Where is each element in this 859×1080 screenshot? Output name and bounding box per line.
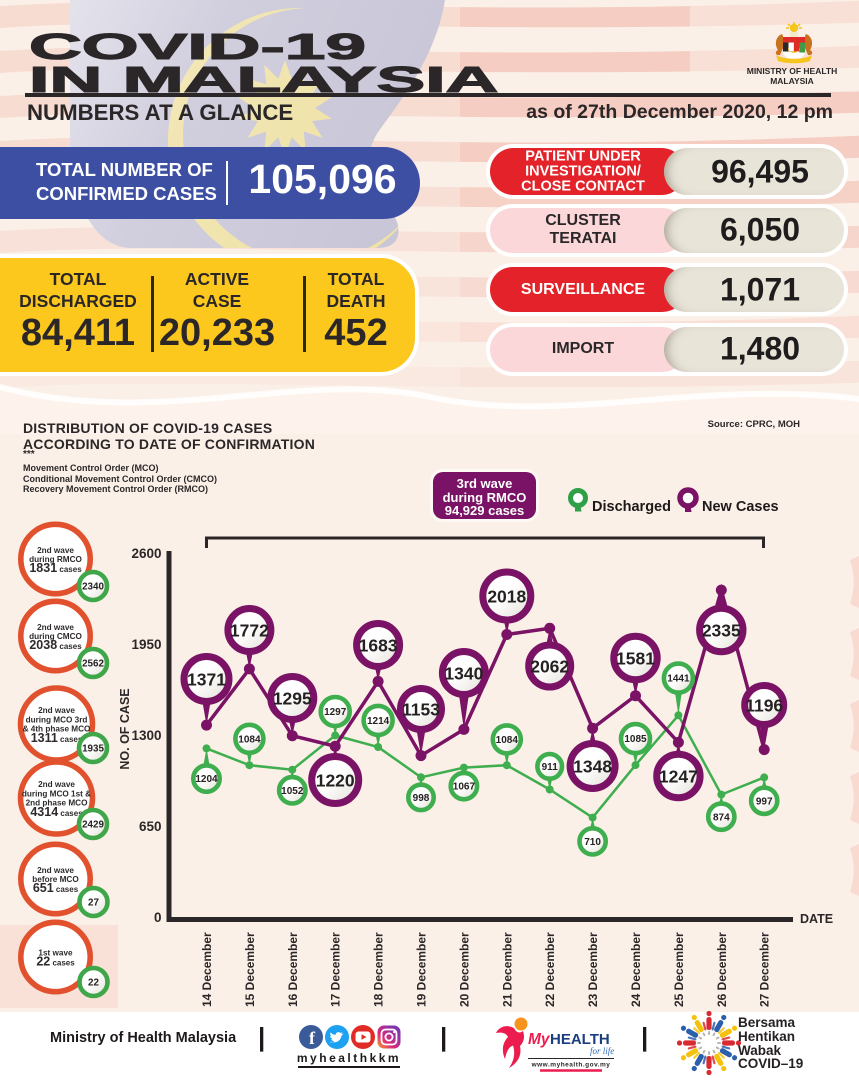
svg-text:2429: 2429 <box>82 820 104 831</box>
svg-text:2038 cases: 2038 cases <box>29 638 82 652</box>
svg-text:1295: 1295 <box>273 689 312 709</box>
svg-text:1st wave: 1st wave <box>38 948 73 957</box>
svg-text:during MCO 1st &: during MCO 1st & <box>22 789 91 798</box>
svg-text:& 4th phase MCO: & 4th phase MCO <box>23 725 91 734</box>
svg-text:www.myhealth.gov.my: www.myhealth.gov.my <box>531 1062 611 1069</box>
svg-text:27: 27 <box>88 898 99 909</box>
svg-text:25 December: 25 December <box>672 932 686 1007</box>
svg-text:2018: 2018 <box>487 587 526 607</box>
svg-text:16 December: 16 December <box>286 932 300 1007</box>
svg-text:New Cases: New Cases <box>702 499 779 515</box>
svg-text:2nd wave: 2nd wave <box>37 546 74 555</box>
svg-text:710: 710 <box>584 837 601 848</box>
svg-text:22 December: 22 December <box>543 932 557 1007</box>
svg-text:2562: 2562 <box>82 659 104 670</box>
svg-text:1300: 1300 <box>131 728 161 743</box>
svg-text:15 December: 15 December <box>243 932 257 1007</box>
svg-text:20 December: 20 December <box>457 932 471 1007</box>
svg-text:during MCO 3rd: during MCO 3rd <box>26 715 88 724</box>
svg-text:Discharged: Discharged <box>592 499 671 515</box>
svg-text:before MCO: before MCO <box>32 875 79 884</box>
svg-text:651 cases: 651 cases <box>33 881 79 895</box>
svg-text:1297: 1297 <box>324 707 347 718</box>
svg-text:2nd phase MCO: 2nd phase MCO <box>26 799 89 808</box>
svg-text:997: 997 <box>756 796 773 807</box>
svg-text:22: 22 <box>88 978 99 989</box>
svg-text:2nd wave: 2nd wave <box>37 623 74 632</box>
svg-text:26 December: 26 December <box>715 932 729 1007</box>
svg-text:1371: 1371 <box>187 670 226 690</box>
svg-text:24 December: 24 December <box>629 932 643 1007</box>
svg-text:1683: 1683 <box>359 636 398 656</box>
svg-text:1441: 1441 <box>667 674 690 685</box>
svg-text:1052: 1052 <box>281 786 304 797</box>
svg-text:1153: 1153 <box>402 700 440 720</box>
svg-text:for life: for life <box>590 1046 614 1056</box>
svg-text:22 cases: 22 cases <box>36 955 75 969</box>
svg-text:998: 998 <box>413 793 430 804</box>
svg-text:1581: 1581 <box>616 649 655 669</box>
svg-text:1348: 1348 <box>573 757 612 777</box>
svg-text:1084: 1084 <box>238 734 261 745</box>
svg-text:27 December: 27 December <box>758 932 772 1007</box>
svg-text:2nd wave: 2nd wave <box>38 780 75 789</box>
svg-text:1950: 1950 <box>131 637 161 652</box>
svg-text:2nd wave: 2nd wave <box>38 706 75 715</box>
svg-text:1311 cases: 1311 cases <box>31 731 83 745</box>
svg-text:1067: 1067 <box>453 782 476 793</box>
svg-text:874: 874 <box>713 812 730 823</box>
svg-text:0: 0 <box>154 910 162 925</box>
svg-text:1772: 1772 <box>230 621 269 641</box>
svg-text:f: f <box>309 1028 316 1048</box>
svg-text:1935: 1935 <box>82 744 104 755</box>
svg-text:during RMCO: during RMCO <box>29 555 82 564</box>
svg-text:during CMCO: during CMCO <box>29 632 82 641</box>
svg-text:4314 cases: 4314 cases <box>30 805 83 819</box>
svg-text:2340: 2340 <box>82 582 104 593</box>
svg-text:1084: 1084 <box>496 735 519 746</box>
svg-text:14 December: 14 December <box>200 932 214 1007</box>
svg-text:21 December: 21 December <box>500 932 514 1007</box>
svg-text:1340: 1340 <box>444 664 483 684</box>
svg-text:911: 911 <box>542 762 559 773</box>
svg-text:1247: 1247 <box>659 767 698 787</box>
svg-text:17 December: 17 December <box>329 932 343 1007</box>
svg-text:2062: 2062 <box>530 657 569 677</box>
svg-text:HEALTH: HEALTH <box>550 1031 610 1048</box>
svg-text:2335: 2335 <box>702 621 741 641</box>
svg-text:My: My <box>528 1031 551 1048</box>
svg-text:1085: 1085 <box>624 734 647 745</box>
svg-text:650: 650 <box>139 819 162 834</box>
svg-text:1214: 1214 <box>367 716 390 727</box>
svg-text:1220: 1220 <box>316 771 355 791</box>
svg-text:1204: 1204 <box>195 774 218 785</box>
svg-text:NO. OF CASE: NO. OF CASE <box>118 688 132 769</box>
svg-text:2600: 2600 <box>131 546 161 561</box>
svg-text:1831 cases: 1831 cases <box>29 561 82 575</box>
svg-text:1196: 1196 <box>745 696 783 716</box>
svg-text:23 December: 23 December <box>586 932 600 1007</box>
svg-text:DATE: DATE <box>800 912 833 926</box>
svg-text:2nd wave: 2nd wave <box>37 866 74 875</box>
svg-text:18 December: 18 December <box>372 932 386 1007</box>
svg-text:19 December: 19 December <box>415 932 429 1007</box>
